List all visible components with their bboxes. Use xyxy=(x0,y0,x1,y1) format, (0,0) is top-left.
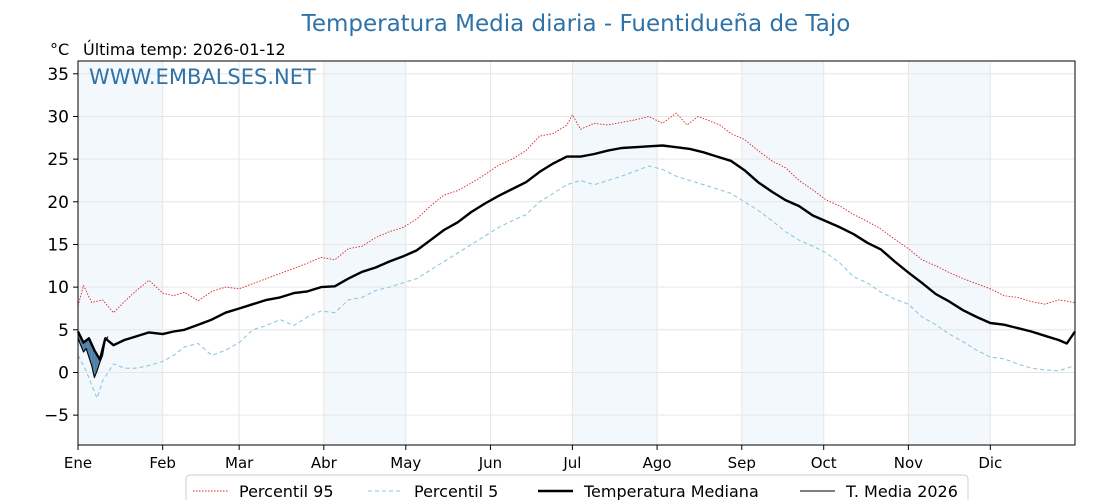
legend-label-0: Percentil 95 xyxy=(239,482,334,500)
xtick-label-dic: Dic xyxy=(978,454,1002,472)
xtick-label-may: May xyxy=(390,454,421,472)
watermark: WWW.EMBALSES.NET xyxy=(89,65,316,89)
legend: Percentil 95 Percentil 5 Temperatura Media… xyxy=(185,474,969,500)
ytick-label-35: 35 xyxy=(47,65,69,85)
xtick-label-nov: Nov xyxy=(894,454,923,472)
legend-label-3: T. Media 2026 xyxy=(845,482,958,500)
ytick-label--5: −5 xyxy=(44,406,69,426)
xtick-label-oct: Oct xyxy=(811,454,837,472)
ytick-label-15: 15 xyxy=(47,235,69,255)
ytick-label-5: 5 xyxy=(58,321,69,341)
ytick-label-0: 0 xyxy=(58,363,69,383)
xtick-label-feb: Feb xyxy=(149,454,176,472)
xtick-label-ene: Ene xyxy=(64,454,92,472)
anomaly-fill-seg-6 xyxy=(94,350,98,378)
series-lines xyxy=(76,112,1076,399)
anomaly-fill-seg-5 xyxy=(91,344,95,378)
last-temp-label: Última temp: 2026-01-12 xyxy=(83,40,286,59)
unit-label: °C xyxy=(50,40,69,59)
ytick-label-25: 25 xyxy=(47,150,69,170)
ytick-label-10: 10 xyxy=(47,278,69,298)
series-line-t-media-2026 xyxy=(77,336,109,379)
x-axis-ticks: Ene Feb Mar Abr May Jun Jul Ago Sep Oct Nov Dic xyxy=(64,445,1002,472)
month-band-2 xyxy=(572,61,658,445)
xtick-label-mar: Mar xyxy=(225,454,254,472)
xtick-label-abr: Abr xyxy=(311,454,338,472)
legend-box xyxy=(185,474,969,500)
legend-label-1: Percentil 5 xyxy=(414,482,498,500)
y-axis-ticks: −5 0 5 10 15 20 25 30 35 xyxy=(44,65,78,426)
month-band-0 xyxy=(78,61,163,445)
ytick-label-30: 30 xyxy=(47,107,69,127)
plot-frame xyxy=(77,60,1076,446)
xtick-label-sep: Sep xyxy=(728,454,756,472)
legend-label-2: Temperatura Mediana xyxy=(583,482,759,500)
month-band-3 xyxy=(741,61,824,445)
series-line-percentil-95 xyxy=(77,112,1076,314)
month-band-1 xyxy=(323,61,406,445)
chart-title: Temperatura Media diaria - Fuentidueña d… xyxy=(301,11,851,37)
xtick-label-jun: Jun xyxy=(478,454,502,472)
ytick-label-20: 20 xyxy=(47,193,69,213)
anomaly-fill-seg-3 xyxy=(86,338,89,358)
shaded-month-bands xyxy=(78,61,991,445)
xtick-label-jul: Jul xyxy=(562,454,581,472)
month-band-4 xyxy=(908,61,991,445)
series-line-percentil-5 xyxy=(77,165,1076,399)
xtick-label-ago: Ago xyxy=(643,454,672,472)
gridlines xyxy=(78,61,1075,445)
series-line-temperatura-mediana xyxy=(76,144,1076,361)
